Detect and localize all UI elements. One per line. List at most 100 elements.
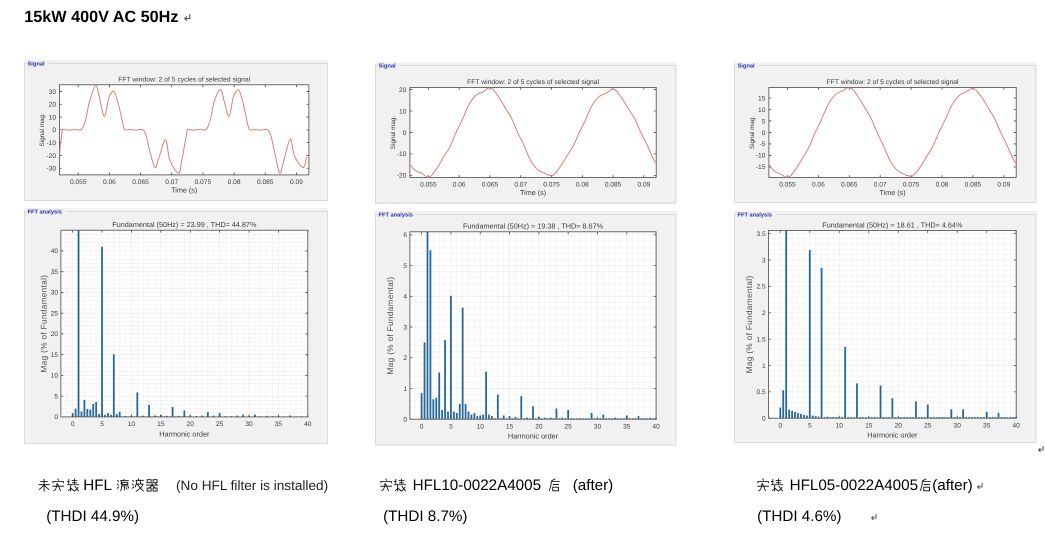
svg-text:0.075: 0.075 <box>543 182 560 189</box>
svg-text:FFT window: 2 of 5 cycles of s: FFT window: 2 of 5 cycles of selected si… <box>826 79 958 86</box>
svg-text:35: 35 <box>983 423 991 430</box>
svg-text:10: 10 <box>128 421 136 428</box>
svg-text:Fundamental (50Hz) = 19.38 , T: Fundamental (50Hz) = 19.38 , THD= 8.67% <box>462 221 603 230</box>
svg-text:0: 0 <box>778 423 782 430</box>
svg-text:20: 20 <box>535 423 543 430</box>
svg-text:0.06: 0.06 <box>811 182 824 189</box>
svg-text:2: 2 <box>403 355 407 362</box>
svg-text:-10: -10 <box>46 139 56 146</box>
svg-text:0.085: 0.085 <box>257 178 274 185</box>
svg-text:3: 3 <box>762 257 766 264</box>
svg-text:5: 5 <box>100 421 104 428</box>
svg-text:15: 15 <box>758 95 766 102</box>
svg-text:1.5: 1.5 <box>756 336 765 343</box>
svg-text:20: 20 <box>49 101 57 108</box>
svg-text:0.09: 0.09 <box>997 182 1010 189</box>
svg-text:5: 5 <box>761 118 765 125</box>
svg-text:1: 1 <box>762 363 766 370</box>
svg-text:-20: -20 <box>46 152 56 159</box>
svg-text:Signal: Signal <box>378 63 395 70</box>
svg-text:0.08: 0.08 <box>575 182 588 189</box>
svg-text:Time (s): Time (s) <box>171 185 197 194</box>
svg-text:FFT analysis: FFT analysis <box>737 212 771 219</box>
svg-text:Mag (% of Fundamental): Mag (% of Fundamental) <box>386 276 395 374</box>
svg-text:30: 30 <box>953 423 961 430</box>
svg-text:Mag (% of Fundamental): Mag (% of Fundamental) <box>40 275 49 373</box>
svg-text:-20: -20 <box>396 173 406 180</box>
svg-text:20: 20 <box>399 87 407 94</box>
svg-text:FFT window: 2 of 5 cycles of s: FFT window: 2 of 5 cycles of selected si… <box>467 79 599 86</box>
svg-text:0.07: 0.07 <box>514 182 527 189</box>
svg-text:3: 3 <box>403 324 407 331</box>
svg-text:0.065: 0.065 <box>481 182 498 189</box>
svg-text:35: 35 <box>623 423 631 430</box>
svg-text:-15: -15 <box>755 164 765 171</box>
svg-text:Fundamental (50Hz) = 18.61 , T: Fundamental (50Hz) = 18.61 , THD= 4.64% <box>822 220 963 229</box>
svg-text:0.06: 0.06 <box>103 178 116 185</box>
svg-text:Mag (% of Fundamental): Mag (% of Fundamental) <box>745 275 754 373</box>
svg-text:40: 40 <box>1012 423 1020 430</box>
svg-text:0: 0 <box>761 130 765 137</box>
svg-text:10: 10 <box>51 373 59 380</box>
svg-text:40: 40 <box>304 421 312 428</box>
svg-text:-10: -10 <box>755 153 765 160</box>
svg-text:0.08: 0.08 <box>935 182 948 189</box>
svg-text:2.5: 2.5 <box>756 284 765 291</box>
svg-text:40: 40 <box>51 248 59 255</box>
svg-text:0.075: 0.075 <box>195 178 212 185</box>
svg-text:35: 35 <box>275 421 283 428</box>
svg-text:Fundamental (50Hz) = 23.99 , T: Fundamental (50Hz) = 23.99 , THD= 44.87% <box>112 220 257 229</box>
svg-text:FFT analysis: FFT analysis <box>378 211 412 218</box>
svg-text:25: 25 <box>564 423 572 430</box>
svg-text:20: 20 <box>894 423 902 430</box>
svg-text:-5: -5 <box>759 141 765 148</box>
svg-text:0.055: 0.055 <box>779 182 796 189</box>
svg-text:40: 40 <box>652 423 660 430</box>
svg-text:0.065: 0.065 <box>841 182 858 189</box>
svg-text:35: 35 <box>51 269 59 276</box>
svg-text:30: 30 <box>51 290 59 297</box>
svg-text:0.055: 0.055 <box>70 178 87 185</box>
svg-text:Signal: Signal <box>28 60 45 67</box>
svg-text:0.09: 0.09 <box>290 178 303 185</box>
svg-text:Time (s): Time (s) <box>879 188 905 197</box>
svg-text:6: 6 <box>403 232 407 239</box>
svg-text:0: 0 <box>402 130 406 137</box>
svg-text:10: 10 <box>758 107 766 114</box>
svg-text:0.085: 0.085 <box>964 182 981 189</box>
svg-text:25: 25 <box>216 421 224 428</box>
svg-text:10: 10 <box>835 423 843 430</box>
svg-text:5: 5 <box>54 393 58 400</box>
svg-text:3.5: 3.5 <box>756 231 765 238</box>
svg-text:5: 5 <box>403 262 407 269</box>
svg-text:0: 0 <box>762 416 766 423</box>
svg-text:0: 0 <box>419 423 423 430</box>
svg-text:20: 20 <box>51 331 59 338</box>
svg-text:0: 0 <box>52 127 56 134</box>
svg-text:25: 25 <box>51 310 59 317</box>
svg-text:-10: -10 <box>396 151 406 158</box>
svg-text:0.055: 0.055 <box>420 182 437 189</box>
svg-text:15: 15 <box>865 423 873 430</box>
svg-text:-30: -30 <box>46 165 56 172</box>
svg-text:15: 15 <box>51 352 59 359</box>
svg-text:Harmonic order: Harmonic order <box>507 431 558 440</box>
svg-text:0.09: 0.09 <box>637 182 650 189</box>
svg-text:0: 0 <box>403 416 407 423</box>
svg-text:FFT window: 2 of 5 cycles of s: FFT window: 2 of 5 cycles of selected si… <box>118 76 250 83</box>
svg-text:30: 30 <box>49 88 57 95</box>
svg-text:0: 0 <box>71 421 75 428</box>
svg-text:0.075: 0.075 <box>902 182 919 189</box>
svg-text:20: 20 <box>187 421 195 428</box>
svg-text:15: 15 <box>157 421 165 428</box>
svg-text:0.08: 0.08 <box>228 178 241 185</box>
svg-text:30: 30 <box>245 421 253 428</box>
svg-text:Signal mag.: Signal mag. <box>749 116 756 150</box>
svg-text:FFT analysis: FFT analysis <box>28 209 62 216</box>
svg-text:Signal mag.: Signal mag. <box>390 116 397 150</box>
svg-text:5: 5 <box>449 423 453 430</box>
svg-text:0: 0 <box>54 414 58 421</box>
svg-text:Time (s): Time (s) <box>520 188 546 197</box>
svg-text:1: 1 <box>403 385 407 392</box>
svg-text:0.07: 0.07 <box>873 182 886 189</box>
